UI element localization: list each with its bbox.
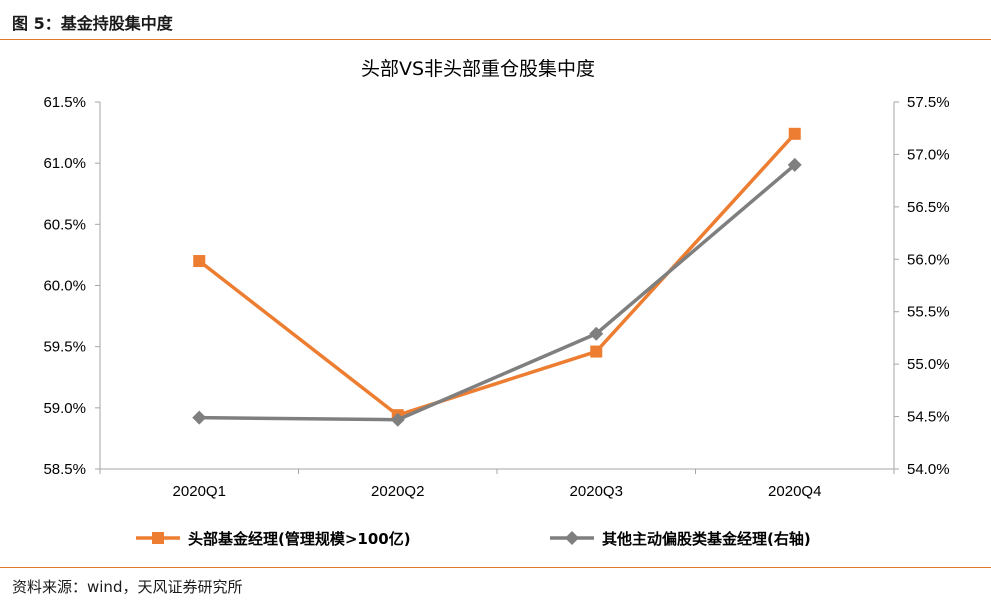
x-tick-label: 2020Q2: [371, 483, 424, 500]
data-point-square: [788, 127, 801, 140]
left-tick-label: 61.0%: [43, 155, 86, 172]
left-tick-label: 58.5%: [43, 461, 86, 478]
x-tick-label: 2020Q3: [570, 483, 623, 500]
right-tick-label: 54.5%: [907, 409, 950, 426]
right-tick-label: 56.0%: [907, 251, 950, 268]
series-line-1: [198, 132, 797, 417]
data-point-diamond: [390, 412, 405, 427]
data-point-square: [590, 345, 603, 358]
right-tick-label: 57.0%: [907, 146, 950, 163]
top-divider: [0, 39, 991, 40]
left-tick-label: 59.0%: [43, 400, 86, 417]
right-tick-label: 55.0%: [907, 356, 950, 373]
left-tick-label: 60.5%: [43, 216, 86, 233]
right-tick-label: 54.0%: [907, 461, 950, 478]
left-tick-label: 59.5%: [43, 339, 86, 356]
legend-marker-diamond: [565, 531, 579, 545]
bottom-divider: [0, 567, 991, 568]
right-tick-label: 57.5%: [907, 94, 950, 111]
left-tick-label: 61.5%: [43, 94, 86, 111]
right-tick-label: 56.5%: [907, 199, 950, 216]
legend-label-2: 其他主动偏股类基金经理(右轴): [602, 530, 811, 548]
chart-title: 头部VS非头部重仓股集中度: [361, 58, 595, 80]
data-point-square: [193, 255, 206, 268]
x-tick-label: 2020Q1: [173, 483, 226, 500]
data-point-diamond: [589, 326, 604, 341]
data-point-diamond: [192, 410, 207, 425]
right-tick-label: 55.5%: [907, 304, 950, 321]
chart: 头部VS非头部重仓股集中度 58.5% 59.0% 59.5% 60.0% 60.5% 6…: [43, 58, 950, 548]
source-note: 资料来源：wind，天风证券研究所: [12, 578, 243, 596]
x-tick-label: 2020Q4: [768, 483, 821, 500]
legend-label-1: 头部基金经理(管理规模>100亿): [188, 530, 411, 548]
figure-label: 图 5：基金持股集中度: [12, 14, 173, 33]
legend-marker-square: [152, 532, 164, 544]
series-line-2: [199, 163, 796, 422]
data-point-diamond: [787, 157, 802, 172]
left-tick-label: 60.0%: [43, 278, 86, 295]
